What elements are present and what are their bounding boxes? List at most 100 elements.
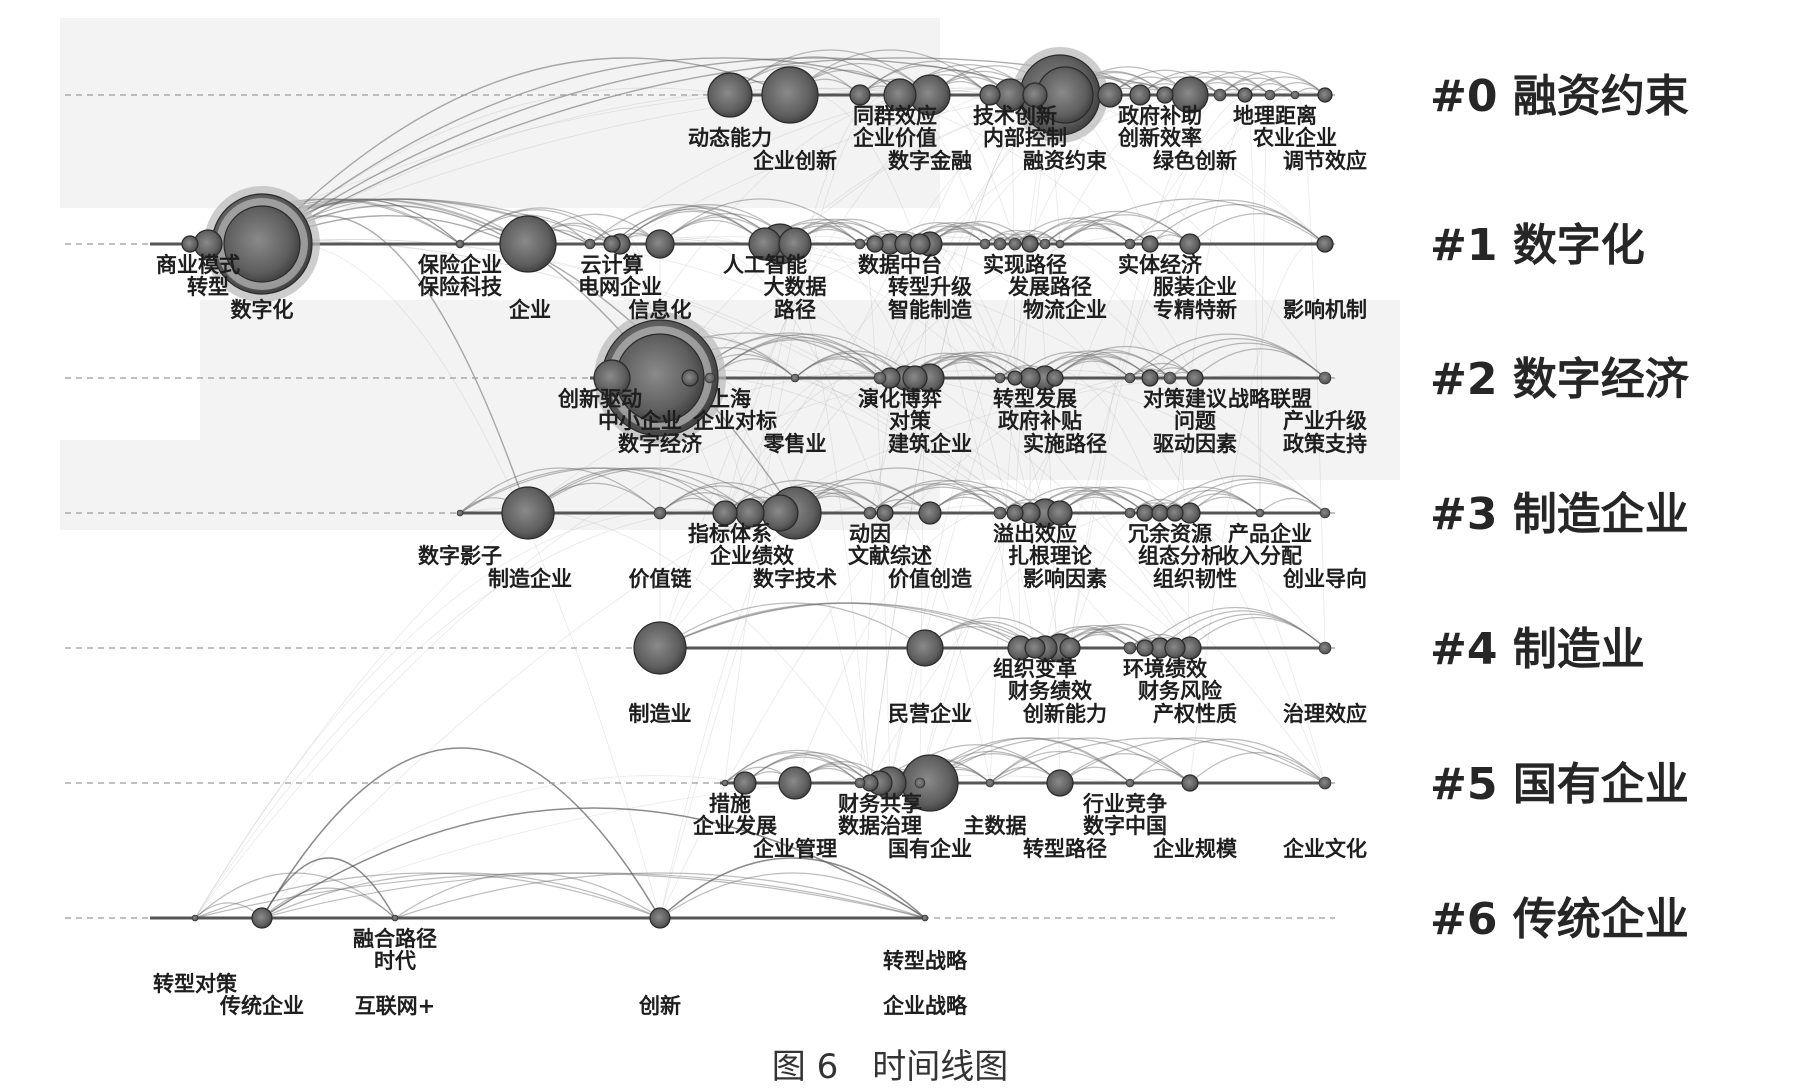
cross-link (724, 239, 876, 514)
arc-link (1189, 496, 1261, 514)
arc-link (1129, 738, 1326, 784)
keyword-node (1039, 238, 1051, 250)
arc-link (261, 872, 661, 919)
cluster-name: 传统企业 (1512, 894, 1689, 945)
keyword-node (909, 233, 931, 255)
keyword-label: 动因 (849, 522, 891, 546)
keyword-label: 扎根理论 (1008, 544, 1093, 568)
keyword-label: 影响机制 (1283, 298, 1367, 322)
keyword-label: 演化博弈 (858, 387, 942, 411)
keyword-node (645, 229, 675, 259)
cross-link (1014, 236, 1196, 379)
keyword-label: 转型发展 (993, 387, 1077, 411)
keyword-label: 融资约束 (1023, 149, 1108, 173)
arc-link (527, 467, 751, 514)
arc-link (929, 489, 1031, 514)
arc-link (659, 602, 1021, 649)
keyword-node (906, 629, 944, 667)
keyword-label: 实施路径 (1023, 432, 1107, 456)
cross-link (194, 375, 906, 919)
keyword-node (876, 504, 894, 522)
keyword-node (1141, 369, 1159, 387)
keyword-label: 指标体系 (688, 522, 772, 546)
keyword-label: 问题 (1174, 409, 1217, 433)
keyword-label: 企业文化 (1282, 837, 1367, 861)
cross-link (261, 87, 931, 245)
keyword-node (918, 501, 942, 525)
arc-link (1044, 224, 1131, 245)
keyword-node (501, 486, 555, 540)
keyword-label: 主数据 (964, 814, 1027, 838)
cluster-label: #5 国有企业 (1430, 759, 1689, 810)
arc-link (1129, 199, 1326, 245)
keyword-node (1163, 371, 1177, 385)
keyword-label: 云计算 (581, 253, 644, 277)
keyword-label: 创新效率 (1117, 126, 1202, 150)
keyword-node (721, 779, 729, 787)
keyword-label: 企业发展 (692, 814, 777, 838)
keyword-label: 企业价值 (852, 126, 937, 150)
keyword-node (993, 506, 1007, 520)
cross-link (261, 239, 1046, 514)
arc-link (724, 749, 871, 784)
keyword-node (733, 771, 757, 795)
keyword-node (1129, 84, 1151, 106)
keyword-label: 中小企业 (598, 409, 682, 433)
keyword-node (979, 84, 1001, 106)
arc-link (1054, 345, 1196, 379)
keyword-label: 影响因素 (1023, 567, 1107, 591)
keyword-label: 企业管理 (752, 837, 837, 861)
keyword-node (1019, 367, 1041, 389)
keyword-label: 创新能力 (1022, 702, 1107, 726)
arc-link (659, 602, 926, 649)
arc-link (1059, 223, 1151, 245)
keyword-node (1318, 641, 1332, 655)
keyword-node (584, 238, 596, 250)
keyword-node (993, 237, 1007, 251)
keyword-node (1179, 233, 1201, 255)
keyword-node (1264, 89, 1276, 101)
arc-link (619, 210, 766, 245)
arc-link (744, 756, 861, 784)
cross-link (659, 240, 1191, 649)
keyword-label: 动态能力 (688, 126, 772, 150)
keyword-node (1125, 778, 1135, 788)
arc-link (1189, 752, 1326, 784)
keyword-label: 数字化 (231, 298, 294, 322)
arc-link (1054, 356, 1151, 379)
arc-link (749, 482, 886, 514)
keyword-label: 服装企业 (1153, 275, 1237, 299)
keyword-label: 创新 (638, 994, 681, 1018)
keyword-label: 大数据 (764, 275, 827, 299)
keyword-node (1123, 641, 1137, 655)
arc-link (1149, 338, 1326, 379)
cross-link (794, 373, 1326, 649)
arc-link (1219, 70, 1326, 96)
arc-link (194, 872, 926, 919)
keyword-label: 智能制造 (888, 298, 973, 322)
arc-link (1169, 342, 1326, 379)
cross-link (261, 239, 1061, 514)
keyword-label: 产业升级 (1283, 409, 1367, 433)
arc-link (394, 872, 661, 919)
keyword-label: 措施 (709, 792, 751, 816)
keyword-label: 零售业 (763, 432, 827, 456)
arc-link (611, 208, 766, 245)
keyword-label: 企业创新 (752, 149, 837, 173)
arc-link (261, 887, 396, 919)
keyword-node (603, 235, 621, 253)
keyword-label: 信息化 (629, 298, 692, 322)
arc-link (261, 807, 926, 919)
arc-link (1189, 213, 1326, 245)
keyword-label: 同群效应 (853, 104, 937, 128)
hub-link (261, 204, 661, 379)
arc-link (1059, 198, 1326, 245)
arc-link (1044, 349, 1171, 379)
keyword-node (985, 778, 995, 788)
keyword-node (979, 238, 991, 250)
keyword-node (707, 72, 753, 118)
arc-link (459, 214, 591, 245)
arc-link (459, 207, 621, 245)
keyword-node (1008, 237, 1022, 251)
keyword-label: 建筑企业 (888, 432, 972, 456)
